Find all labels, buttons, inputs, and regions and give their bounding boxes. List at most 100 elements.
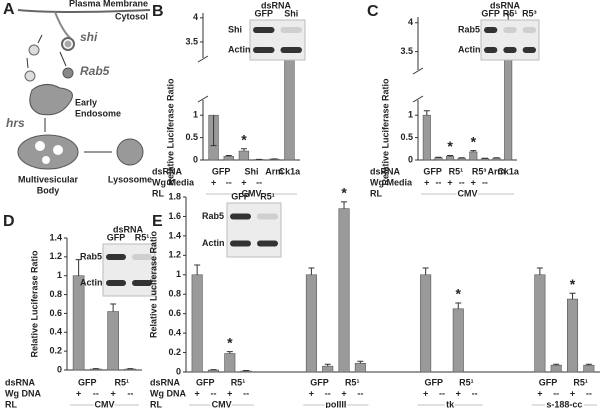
label: shi <box>80 30 98 44</box>
wg-label: + <box>341 388 346 398</box>
early-endosome <box>29 84 73 116</box>
wg-label: + <box>456 388 461 398</box>
bar <box>72 275 85 371</box>
wg-label: + <box>424 177 429 187</box>
blot-band <box>230 240 251 247</box>
bar <box>422 114 431 161</box>
bar <box>124 368 137 371</box>
bar <box>354 362 366 373</box>
y-tick-label: 0.2 <box>168 347 181 357</box>
dsrna-label: R5¹ <box>449 166 464 176</box>
wg-label: -- <box>127 388 133 398</box>
blot-title: dsRNA <box>261 0 292 10</box>
wg-label: + <box>227 388 232 398</box>
dsrna-label: R5¹ <box>345 377 360 387</box>
axis-break <box>197 55 209 103</box>
error-bar <box>569 292 576 300</box>
blot-band <box>522 47 536 53</box>
y-tick-label: 0 <box>193 154 198 164</box>
dsrna-label: GFP <box>423 166 442 176</box>
wg-label: -- <box>243 388 249 398</box>
row-label: Wg DNA <box>5 388 41 398</box>
y-axis-label: Relative Luciferase Ratio <box>165 78 175 186</box>
blot <box>102 243 156 297</box>
blot-band <box>106 280 126 286</box>
y-tick-label: 0.8 <box>168 289 181 299</box>
wg-label: -- <box>256 177 262 187</box>
error-bar <box>194 264 201 275</box>
y-tick-label: 0.4 <box>168 327 181 337</box>
arrow <box>26 34 67 69</box>
error-bar <box>341 201 348 209</box>
blot <box>480 19 540 61</box>
dsrna-label: R5¹ <box>459 377 474 387</box>
bar <box>305 274 317 373</box>
axis-break <box>412 67 424 103</box>
rl-label: CMV <box>242 188 262 198</box>
row-label: dsRNA <box>370 166 401 176</box>
row-label: dsRNA <box>152 166 183 176</box>
bar <box>469 151 478 161</box>
vesicle <box>64 40 72 48</box>
significance: * <box>227 334 233 350</box>
error-bar <box>226 351 233 354</box>
significance: * <box>471 133 477 149</box>
y-axis-label: Relative Luciferase Ratio <box>29 250 39 358</box>
y-tick-label: 0 <box>408 154 413 164</box>
blot-band <box>253 27 275 33</box>
blot-band <box>257 240 278 247</box>
panel-letter: C <box>367 3 379 20</box>
dsrna-label: R5¹ <box>114 377 129 387</box>
blot-lane: GFP <box>107 232 126 242</box>
label: Cytosol <box>115 11 148 21</box>
blot-title: dsRNA <box>490 0 521 10</box>
y-tick-label: 0 <box>57 364 62 374</box>
bar <box>207 369 220 373</box>
vesicle <box>61 37 75 51</box>
dsrna-label: Arm <box>488 166 506 176</box>
row-label: Wg DNA <box>150 388 186 398</box>
label: Lysosome <box>108 174 152 184</box>
blot-row: Rab5 <box>80 251 102 261</box>
y-tick-label: 3.5 <box>185 36 198 46</box>
bar <box>550 364 562 373</box>
blot-title: dsRNA <box>113 224 144 234</box>
blot <box>226 202 282 258</box>
row-label: Wg Media <box>152 177 195 187</box>
bar <box>322 365 334 373</box>
y-tick-label: 0.6 <box>49 308 62 318</box>
error-bar <box>455 302 462 309</box>
blot-band <box>484 27 498 33</box>
blot-band <box>257 213 278 220</box>
invagination <box>54 11 71 39</box>
dsrna-label: Ck1a <box>279 166 302 176</box>
blot-band <box>132 280 152 286</box>
error-bar <box>422 267 429 275</box>
y-tick-label: 1.2 <box>168 250 181 260</box>
blot-row: Actin <box>458 44 481 54</box>
label: Body <box>37 185 60 195</box>
wg-label: -- <box>357 388 363 398</box>
bar <box>457 157 466 161</box>
label: hrs <box>6 116 25 130</box>
lysosome <box>116 138 144 166</box>
wg-label: + <box>76 388 81 398</box>
blot-band <box>280 47 302 53</box>
blot-band <box>503 27 517 33</box>
panel-letter: E <box>152 213 163 230</box>
bar <box>492 157 501 161</box>
error-bar <box>240 148 247 152</box>
blot-lane: R5¹ <box>135 232 150 242</box>
wg-label: + <box>537 388 542 398</box>
wg-label: + <box>211 177 216 187</box>
panel-letter: B <box>152 3 164 20</box>
row-label: Wg Media <box>370 177 413 187</box>
diagram: A Plasma Membrane Cytosol shi Rab5 Early… <box>3 0 152 195</box>
significance: * <box>570 276 576 292</box>
bar <box>566 298 579 373</box>
bar <box>240 370 252 373</box>
dsrna-label: R5¹ <box>231 377 246 387</box>
row-label: RL <box>150 399 162 408</box>
error-bar <box>447 155 454 157</box>
